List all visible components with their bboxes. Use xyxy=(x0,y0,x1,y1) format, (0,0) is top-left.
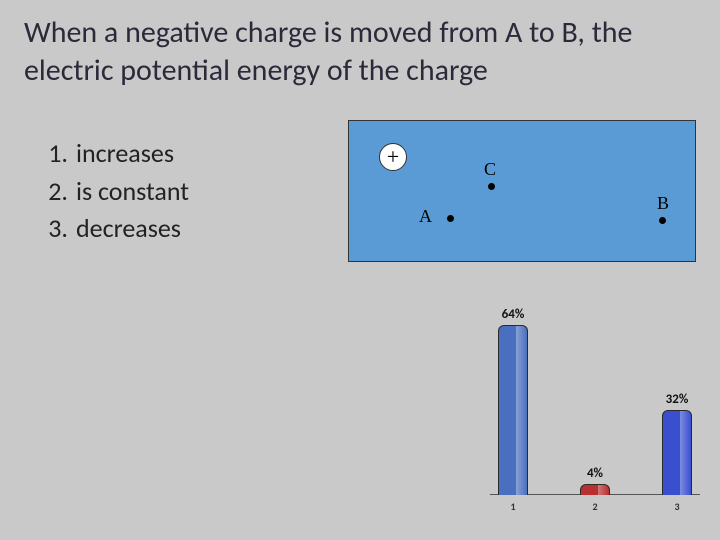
question-title: When a negative charge is moved from A t… xyxy=(24,14,696,89)
bar-fill xyxy=(662,410,692,495)
bar-1: 64% xyxy=(498,325,528,495)
option-text: increases xyxy=(76,135,174,173)
option-number: 3. xyxy=(40,210,76,248)
point-c-label: C xyxy=(484,159,496,180)
option-3: 3. decreases xyxy=(40,210,189,248)
bar-3: 32% xyxy=(662,410,692,495)
bar-fill xyxy=(580,484,610,495)
field-diagram: + A C B xyxy=(348,120,696,262)
bar-2: 4% xyxy=(580,484,610,495)
point-b-label: B xyxy=(657,193,669,214)
bar-category-label: 2 xyxy=(580,500,610,513)
answer-options: 1. increases 2. is constant 3. decreases xyxy=(40,135,189,248)
option-number: 1. xyxy=(40,135,76,173)
point-c-dot xyxy=(488,183,495,190)
bar-value-label: 64% xyxy=(483,307,543,322)
point-a-label: A xyxy=(419,206,432,227)
response-bar-chart: 64% 4% 32% 1 2 3 xyxy=(490,300,700,515)
point-a-dot xyxy=(447,215,454,222)
option-2: 2. is constant xyxy=(40,173,189,211)
option-text: is constant xyxy=(76,173,189,211)
point-b-dot xyxy=(659,217,666,224)
bar-fill xyxy=(498,325,528,495)
plus-symbol: + xyxy=(387,146,399,168)
option-number: 2. xyxy=(40,173,76,211)
option-1: 1. increases xyxy=(40,135,189,173)
bar-category-label: 1 xyxy=(498,500,528,513)
option-text: decreases xyxy=(76,210,181,248)
bar-value-label: 32% xyxy=(647,392,707,407)
bar-value-label: 4% xyxy=(565,466,625,481)
bar-category-label: 3 xyxy=(662,500,692,513)
positive-charge-icon: + xyxy=(379,143,407,171)
